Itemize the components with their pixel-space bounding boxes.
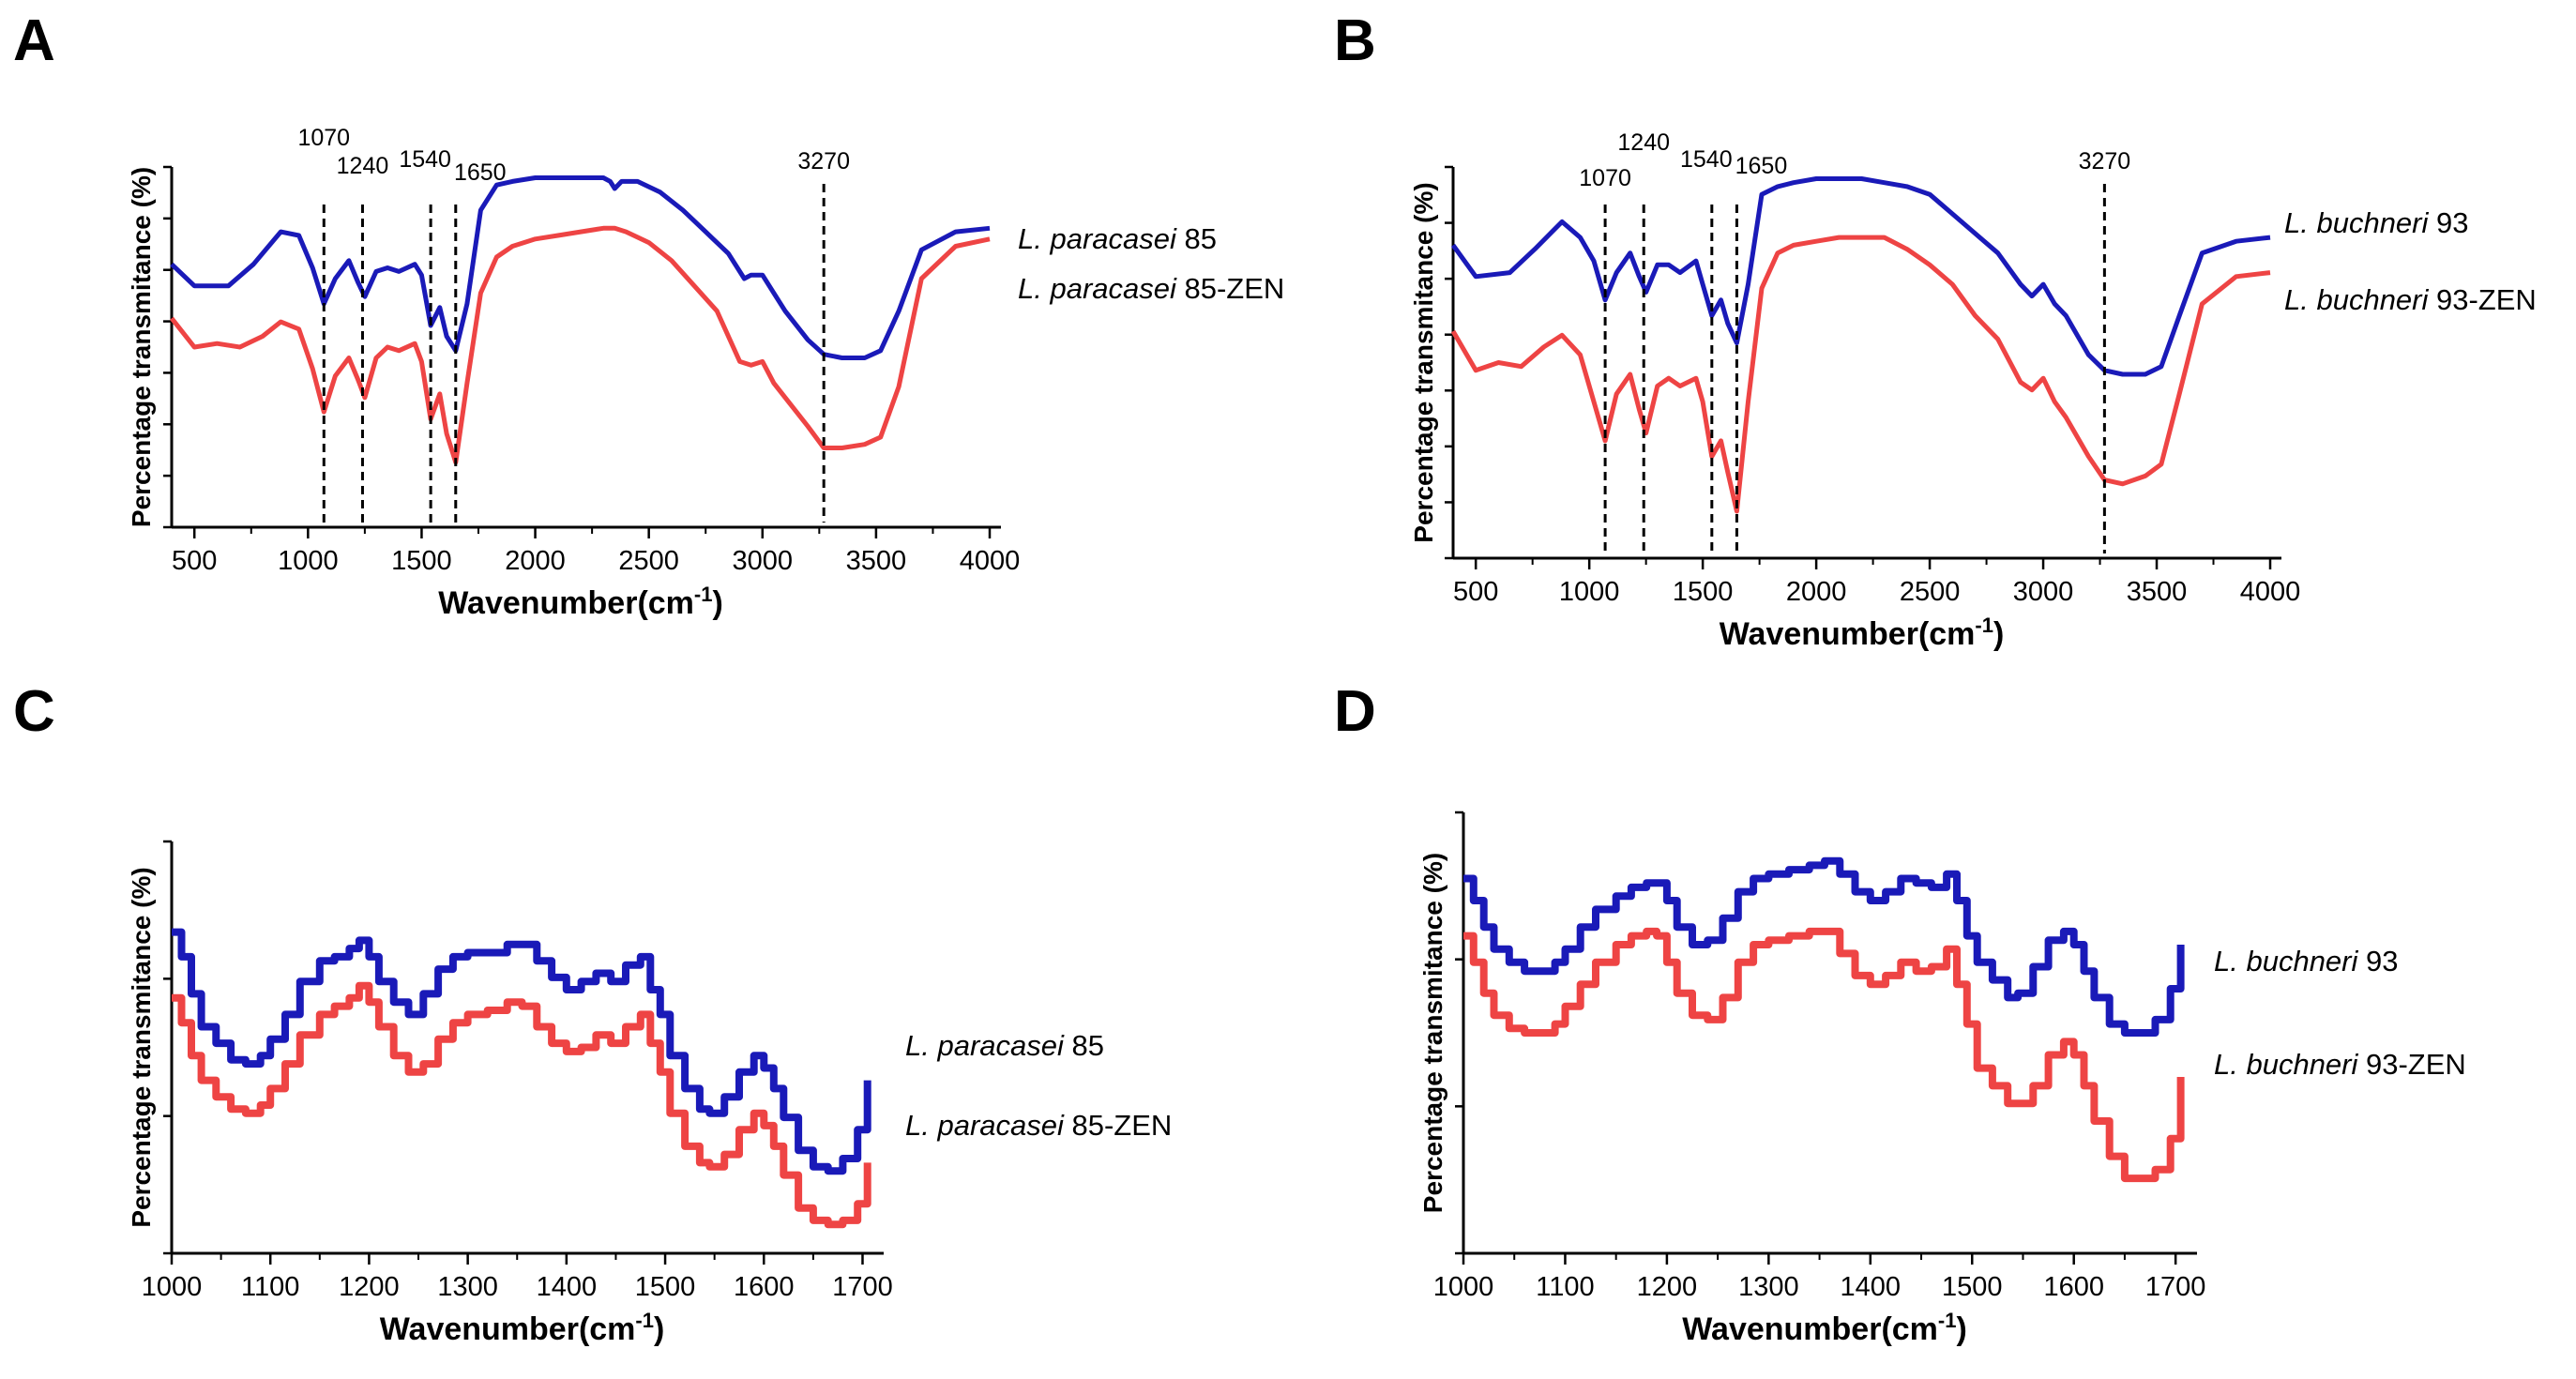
x-tick-label: 1000	[142, 1272, 203, 1302]
x-tick-label: 1200	[1637, 1272, 1698, 1302]
legend-entry-red: L. buchneri 93-ZEN	[2214, 1048, 2466, 1081]
peak-label-3270: 3270	[797, 148, 850, 174]
x-tick-label: 1400	[537, 1272, 598, 1302]
x-tick-label: 1200	[339, 1272, 400, 1302]
legend-entry-blue: L. buchneri 93	[2284, 206, 2469, 239]
peak-label-1650: 1650	[454, 159, 507, 186]
series-line-red	[172, 981, 871, 1229]
legend-entry-red: L. buchneri 93-ZEN	[2284, 283, 2537, 316]
x-tick-label: 1500	[1942, 1272, 2003, 1302]
panel-b: B 500 1000 1500 2000 2500 3000 3500 4000 Wavenumb…	[1334, 8, 2537, 652]
series-line-red	[170, 225, 991, 465]
x-tick-label: 1300	[437, 1272, 498, 1302]
x-tick-label: 2000	[1786, 577, 1847, 607]
x-tick-label: 1300	[1738, 1272, 1799, 1302]
x-tick-label: 3000	[733, 546, 794, 576]
series-line-blue	[1450, 176, 2271, 377]
panel-d: D 1000 1100 1200 1300 1400 1500 1600 1700 Wavenum…	[1334, 679, 2466, 1347]
x-tick-label: 1000	[1559, 577, 1620, 607]
x-tick-label: 1100	[1536, 1272, 1594, 1302]
y-axis-label: Percentage transmitance (%)	[1409, 182, 1438, 542]
x-axis-label: Wavenumber(cm-1)	[438, 583, 723, 621]
y-axis-label: Percentage transmitance (%)	[127, 167, 156, 527]
x-tick-label: 2000	[505, 546, 566, 576]
x-tick-label: 1000	[1433, 1272, 1494, 1302]
x-tick-label: 4000	[2240, 577, 2301, 607]
x-tick-label: 1000	[278, 546, 339, 576]
legend-entry-red: L. paracasei 85-ZEN	[905, 1109, 1172, 1142]
peak-label-1070: 1070	[297, 125, 350, 151]
peak-label-3270: 3270	[2079, 148, 2131, 174]
x-tick-label: 1100	[241, 1272, 299, 1302]
legend-entry-red: L. paracasei 85-ZEN	[1018, 272, 1284, 305]
peak-label-1650: 1650	[1735, 153, 1788, 179]
panel-letter: A	[13, 8, 55, 73]
panel-a: A 500 1000 1500 2000 2500 3000 3500 4000 Wavenumb…	[13, 8, 1284, 621]
peak-label-1070: 1070	[1579, 165, 1631, 191]
series-line-blue	[170, 175, 991, 360]
x-tick-label: 500	[1453, 577, 1498, 607]
panel-letter: C	[13, 679, 55, 744]
panel-letter: D	[1334, 679, 1376, 744]
x-axis-label: Wavenumber(cm-1)	[1682, 1309, 1967, 1347]
peak-label-1540: 1540	[1680, 146, 1733, 173]
series-line-blue	[1463, 856, 2185, 1037]
series-line-red	[1450, 235, 2271, 514]
x-tick-label: 1600	[734, 1272, 795, 1302]
peak-label-1540: 1540	[399, 146, 451, 173]
x-tick-label: 2500	[618, 546, 679, 576]
x-tick-label: 4000	[960, 546, 1021, 576]
x-tick-label: 1700	[832, 1272, 893, 1302]
x-tick-label: 1500	[391, 546, 452, 576]
legend-entry-blue: L. paracasei 85	[905, 1029, 1104, 1062]
series-line-blue	[172, 928, 871, 1175]
series-line-red	[1463, 927, 2185, 1183]
x-tick-label: 1500	[635, 1272, 696, 1302]
x-axis-label: Wavenumber(cm-1)	[380, 1309, 665, 1347]
x-tick-label: 1400	[1841, 1272, 1902, 1302]
x-tick-label: 500	[172, 546, 217, 576]
peak-label-1240: 1240	[337, 153, 389, 179]
legend-entry-blue: L. buchneri 93	[2214, 945, 2399, 977]
x-tick-label: 1500	[1673, 577, 1734, 607]
panel-c: C 1000 1100 1200 1300 1400 1500 1600 1700 Wavenum…	[13, 679, 1172, 1347]
panel-letter: B	[1334, 8, 1376, 73]
x-tick-label: 1600	[2043, 1272, 2104, 1302]
x-tick-label: 2500	[1900, 577, 1961, 607]
peak-label-1240: 1240	[1617, 129, 1670, 156]
y-axis-label: Percentage transmitance (%)	[1418, 853, 1447, 1213]
x-tick-label: 3500	[2127, 577, 2188, 607]
x-axis-label: Wavenumber(cm-1)	[1720, 614, 2005, 652]
x-tick-label: 3000	[2013, 577, 2074, 607]
x-tick-label: 3500	[846, 546, 907, 576]
x-tick-label: 1700	[2145, 1272, 2206, 1302]
legend-entry-blue: L. paracasei 85	[1018, 222, 1217, 255]
y-axis-label: Percentage transmitance (%)	[127, 867, 156, 1227]
